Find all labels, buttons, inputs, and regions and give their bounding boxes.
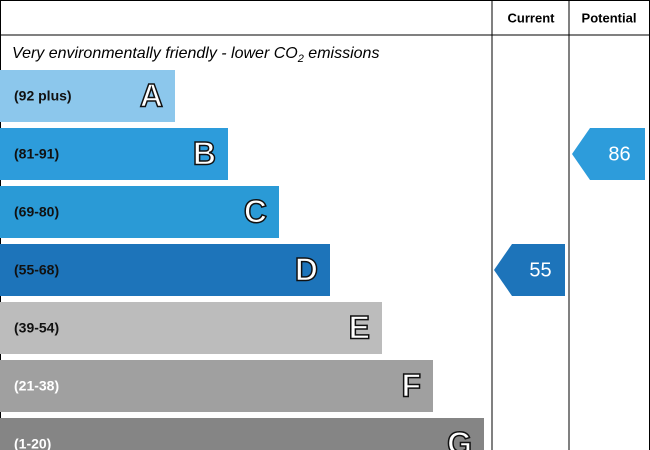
rating-value: 86 — [608, 143, 630, 165]
potential-header: Potential — [582, 10, 637, 25]
note: Very environmentally friendly - lower CO… — [12, 45, 379, 65]
band-range: (81-91) — [14, 146, 59, 162]
band-bar — [0, 244, 330, 296]
current-header: Current — [508, 10, 556, 25]
band-letter: C — [244, 193, 267, 229]
band-range: (92 plus) — [14, 88, 72, 104]
band-letter: D — [295, 251, 318, 287]
band-bar — [0, 302, 382, 354]
band-letter: E — [349, 309, 370, 345]
note-sub: 2 — [297, 53, 304, 65]
band-letter: B — [193, 135, 216, 171]
rating-arrow — [494, 244, 565, 296]
band-letter: F — [401, 367, 421, 403]
band-range: (21-38) — [14, 378, 59, 394]
band-bar — [0, 186, 279, 238]
band-letter: G — [447, 425, 472, 450]
band-range: (55-68) — [14, 262, 59, 278]
band-bar — [0, 360, 433, 412]
note-text: emissions — [304, 45, 380, 62]
band-range: (1-20) — [14, 436, 51, 450]
band-bar — [0, 128, 228, 180]
band-letter: A — [140, 77, 163, 113]
rating-arrow — [572, 128, 645, 180]
rating-value: 55 — [529, 259, 551, 281]
band-range: (69-80) — [14, 204, 59, 220]
note-text: Very environmentally friendly - lower CO — [12, 45, 298, 62]
band-bar — [0, 418, 484, 450]
band-bar — [0, 70, 175, 122]
band-range: (39-54) — [14, 320, 59, 336]
